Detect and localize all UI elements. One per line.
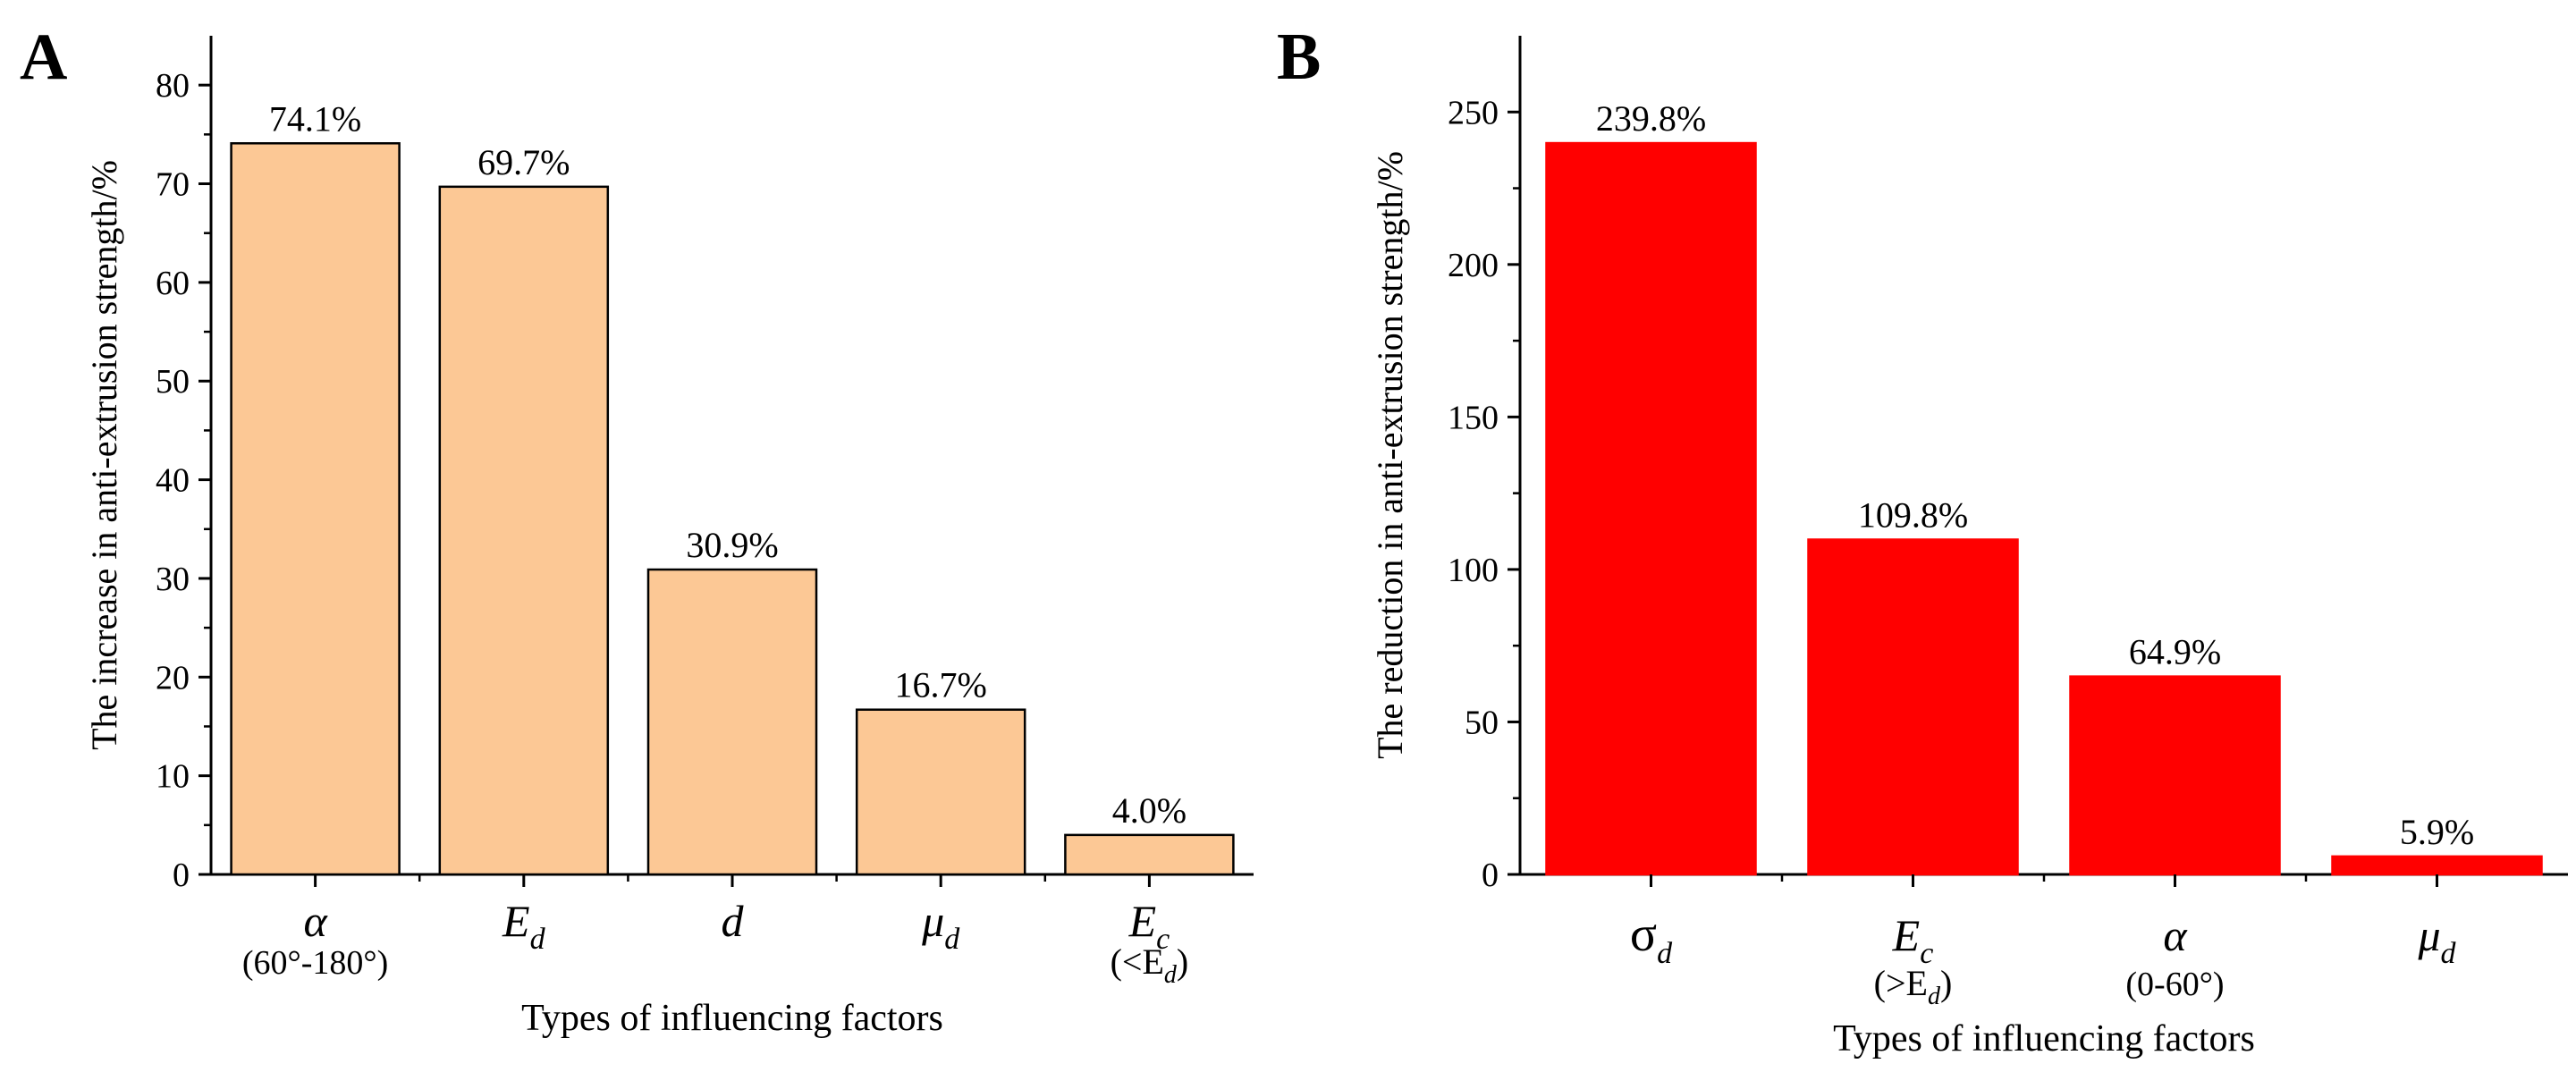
y-tick-label: 30 bbox=[156, 561, 190, 598]
x-tick-note: (60°-180°) bbox=[242, 944, 388, 982]
bar bbox=[855, 708, 1026, 876]
x-tick-note: (0-60°) bbox=[2125, 966, 2224, 1003]
data-label: 5.9% bbox=[2400, 812, 2474, 852]
x-tick-label: Ec bbox=[1128, 896, 1170, 956]
x-tick-label: Ec bbox=[1892, 910, 1934, 970]
x-tick-label: d bbox=[722, 896, 745, 946]
data-label: 64.9% bbox=[2129, 632, 2221, 672]
x-tick-label: μd bbox=[921, 896, 960, 956]
bar bbox=[1064, 833, 1235, 876]
y-axis-title: The increase in anti-extrusion strength/… bbox=[84, 160, 124, 750]
bar bbox=[230, 142, 401, 876]
data-label: 69.7% bbox=[477, 142, 570, 182]
x-axis-title: Types of influencing factors bbox=[521, 998, 943, 1039]
data-label: 16.7% bbox=[895, 665, 987, 705]
y-tick-label: 200 bbox=[1448, 247, 1499, 284]
y-tick-label: 0 bbox=[173, 857, 190, 894]
y-tick-label: 10 bbox=[156, 758, 190, 796]
bar bbox=[1545, 141, 1757, 876]
y-tick-label: 60 bbox=[156, 265, 190, 302]
data-label: 4.0% bbox=[1112, 790, 1187, 831]
x-tick-note: (<Ed) bbox=[1111, 941, 1189, 989]
panel-a: A 0 10 20 30 40 50 60 70 80 74.1% α(60°-180°) 69.7% E… bbox=[20, 21, 1254, 1039]
bar bbox=[438, 185, 610, 876]
data-label: 30.9% bbox=[686, 525, 778, 565]
bar bbox=[646, 568, 818, 876]
bar bbox=[1807, 538, 2019, 876]
y-tick-label: 100 bbox=[1448, 552, 1499, 589]
x-tick-label: μd bbox=[2417, 910, 2456, 970]
panel-label: A bbox=[20, 21, 67, 94]
y-tick-label: 0 bbox=[1482, 857, 1499, 894]
x-tick-label: α bbox=[2163, 910, 2188, 960]
bar bbox=[2331, 855, 2543, 876]
x-tick-label: σd bbox=[1630, 907, 1673, 970]
y-tick-label: 20 bbox=[156, 659, 190, 696]
x-tick-label: α bbox=[303, 896, 328, 946]
x-axis-title: Types of influencing factors bbox=[1833, 1018, 2255, 1059]
y-axis-title: The reduction in anti-extrusion strength… bbox=[1370, 151, 1410, 759]
data-label: 109.8% bbox=[1858, 494, 1968, 535]
panel-b: B 0 50 100 150 200 250 239.8% σd 109.8% Ec(>Ed) 64.… bbox=[1277, 21, 2568, 1059]
y-tick-label: 80 bbox=[156, 67, 190, 105]
y-tick-label: 70 bbox=[156, 166, 190, 204]
x-tick-label: Ed bbox=[502, 896, 546, 956]
bar bbox=[2069, 675, 2281, 876]
y-tick-label: 150 bbox=[1448, 399, 1499, 436]
y-tick-label: 50 bbox=[1465, 704, 1499, 741]
y-tick-label: 40 bbox=[156, 462, 190, 500]
x-tick-note: (>Ed) bbox=[1874, 963, 1953, 1010]
y-tick-label: 250 bbox=[1448, 94, 1499, 131]
data-label: 74.1% bbox=[269, 98, 361, 139]
data-label: 239.8% bbox=[1596, 98, 1706, 139]
y-tick-label: 50 bbox=[156, 363, 190, 401]
panel-label: B bbox=[1277, 21, 1321, 94]
